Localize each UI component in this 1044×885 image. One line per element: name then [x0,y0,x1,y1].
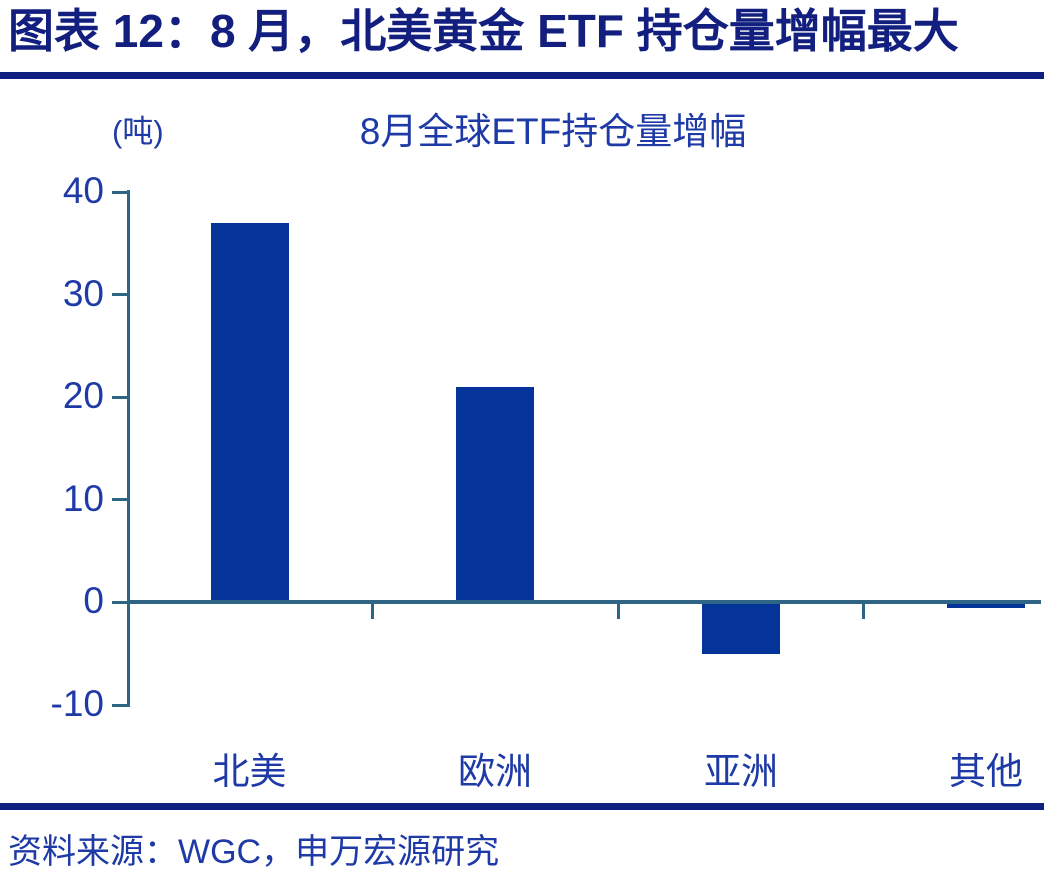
y-tick-label: 0 [83,580,104,622]
x-axis-separator-tick [370,602,374,620]
bar-其他 [947,602,1025,608]
y-tick-mark [112,498,127,502]
x-category-label-亚洲: 亚洲 [704,751,778,792]
y-axis-line [127,190,130,707]
bar-北美 [210,222,289,603]
y-tick-label: -10 [50,683,104,725]
y-tick-label: 20 [62,375,104,417]
x-axis-separator-tick [862,602,865,620]
plot-area: 40 30 20 10 0 -10 北美 欧洲 亚洲 其他 [51,170,1041,792]
x-category-label-欧洲: 欧洲 [458,751,532,792]
y-axis-unit-label: (吨) [112,114,164,149]
x-category-label-其他: 其他 [949,751,1023,792]
x-axis-line [128,600,1041,605]
y-tick-mark [112,293,127,297]
bar-亚洲 [702,602,780,654]
figure-bottom-rule [0,803,1044,810]
y-tick-mark [112,190,127,194]
chart-title: 8月全球ETF持仓量增幅 [359,111,747,152]
x-category-label-北美: 北美 [212,751,287,792]
y-tick-mark [112,395,127,399]
x-axis-separator-tick [616,602,620,620]
figure-title: 图表 12：8 月，北美黄金 ETF 持仓量增幅最大 [8,5,959,57]
y-tick-label: 40 [62,170,104,212]
y-tick-label: 10 [62,477,104,519]
bar-欧洲 [456,386,534,603]
y-tick-mark [112,600,127,604]
y-tick-mark [112,703,127,707]
title-underline-rule [0,72,1044,79]
y-tick-label: 30 [62,272,104,314]
source-note: 资料来源：WGC，申万宏源研究 [8,833,500,871]
